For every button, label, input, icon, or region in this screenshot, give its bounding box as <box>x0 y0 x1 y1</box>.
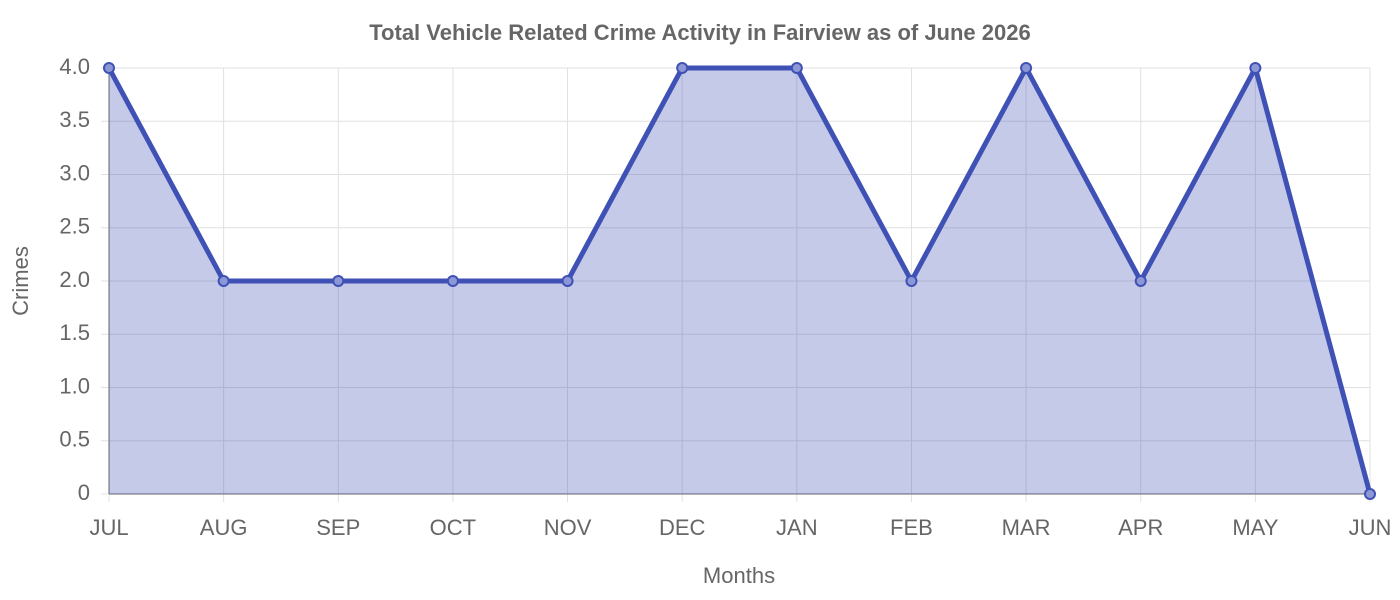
x-tick-label: OCT <box>430 515 476 540</box>
y-tick-label: 2.0 <box>59 267 90 292</box>
x-tick-label: AUG <box>200 515 248 540</box>
y-axis-title: Crimes <box>8 246 33 316</box>
point <box>1249 62 1262 74</box>
x-tick-label: SEP <box>316 515 360 540</box>
y-tick-label: 0.5 <box>59 427 90 452</box>
x-tick-label: MAR <box>1002 515 1051 540</box>
x-tick-label: JUN <box>1349 515 1392 540</box>
point <box>103 62 115 74</box>
x-tick-label: APR <box>1118 515 1163 540</box>
y-tick-label: 3.5 <box>59 107 90 132</box>
point <box>790 62 803 74</box>
x-tick-label: DEC <box>659 515 706 540</box>
y-tick-label: 1.0 <box>59 373 90 398</box>
point <box>1134 275 1147 287</box>
x-tick-label: FEB <box>890 515 933 540</box>
y-tick-label: 0 <box>78 480 90 505</box>
area-fill <box>109 68 1370 494</box>
point <box>217 275 230 287</box>
point <box>1364 488 1376 500</box>
point <box>1020 62 1033 74</box>
x-tick-label: JAN <box>776 515 818 540</box>
y-tick-label: 1.5 <box>59 320 90 345</box>
x-tick-label: NOV <box>544 515 592 540</box>
x-axis-title: Months <box>703 563 775 588</box>
point <box>676 62 689 74</box>
y-tick-label: 3.0 <box>59 160 90 185</box>
chart-title: Total Vehicle Related Crime Activity in … <box>369 20 1030 45</box>
y-tick-label: 4.0 <box>59 54 90 79</box>
line <box>106 65 1373 495</box>
point <box>332 275 345 287</box>
x-tick-label: MAY <box>1232 515 1278 540</box>
y-tick-label: 2.5 <box>59 214 90 239</box>
point <box>446 275 459 287</box>
point <box>561 275 574 287</box>
x-tick-label: JUL <box>89 515 128 540</box>
point <box>905 275 918 287</box>
